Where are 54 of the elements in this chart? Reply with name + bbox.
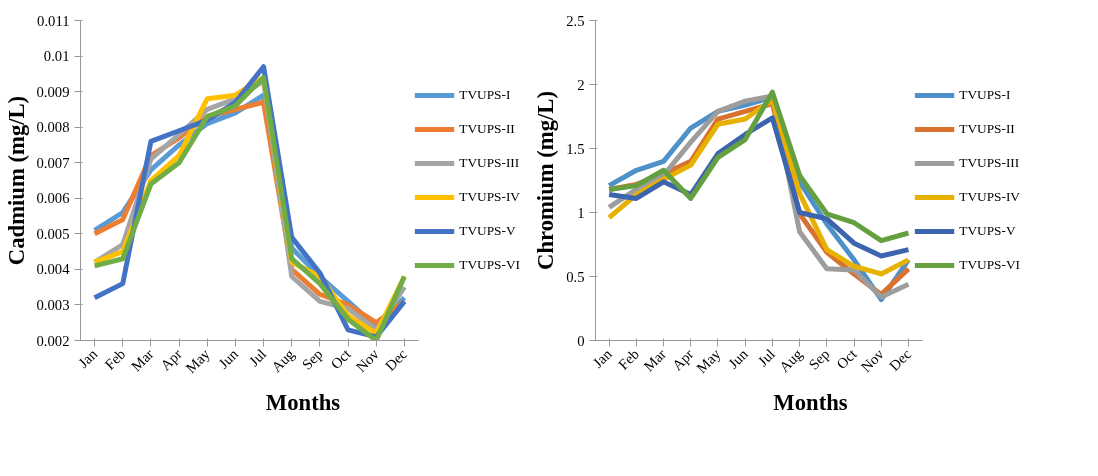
x-tick-label: Jun	[725, 345, 752, 372]
x-tick-label: Jan	[589, 345, 616, 371]
y-tick-label: 2	[577, 76, 585, 93]
x-tick-label: Oct	[833, 345, 860, 373]
x-tick-label: Feb	[101, 345, 129, 373]
legend-label: TVUPS-IV	[459, 189, 520, 205]
legend-label: TVUPS-I	[959, 87, 1011, 103]
x-tick-label: Nov	[857, 345, 888, 375]
x-tick-label: Mar	[640, 345, 670, 375]
y-axis-title: Cadmium (mg/L)	[3, 95, 29, 266]
x-tick-label: Nov	[352, 345, 383, 375]
x-tick-label: Dec	[382, 345, 411, 374]
y-tick-label: 0.002	[36, 332, 70, 349]
x-tick-label: May	[182, 345, 214, 377]
x-tick-label: Dec	[886, 345, 915, 374]
y-tick-label: 0.011	[37, 12, 70, 29]
legend-label: TVUPS-III	[959, 155, 1020, 171]
x-tick-label: Aug	[776, 345, 806, 375]
x-tick-label: Sep	[805, 345, 833, 373]
x-tick-label: Apr	[157, 345, 185, 374]
x-axis-title: Months	[773, 389, 848, 415]
x-tick-label: Jul	[245, 345, 270, 370]
y-tick-label: 0.009	[36, 83, 70, 100]
legend-label: TVUPS-IV	[959, 189, 1020, 205]
legend-label: TVUPS-VI	[959, 257, 1020, 273]
y-axis-title: Chromium (mg/L)	[533, 91, 559, 270]
legend-label: TVUPS-III	[459, 155, 520, 171]
y-tick-label: 0.003	[36, 296, 70, 313]
x-tick-label: Jun	[215, 345, 242, 372]
y-tick-label: 0.004	[36, 261, 71, 278]
y-tick-label: 2.5	[566, 12, 585, 29]
x-tick-label: Feb	[615, 345, 642, 373]
y-tick-label: 0.005	[36, 225, 70, 242]
y-tick-label: 1	[577, 204, 585, 221]
legend-label: TVUPS-VI	[459, 257, 520, 273]
legend-label: TVUPS-I	[459, 87, 511, 103]
x-tick-label: Mar	[127, 345, 157, 375]
x-tick-label: Aug	[268, 345, 298, 375]
y-tick-label: 0.01	[43, 48, 70, 65]
legend-label: TVUPS-V	[459, 223, 516, 239]
legend-label: TVUPS-V	[959, 223, 1016, 239]
y-tick-label: 0.008	[36, 119, 70, 136]
x-tick-label: Jul	[754, 345, 779, 370]
legend-label: TVUPS-II	[959, 121, 1015, 137]
y-tick-label: 0	[577, 332, 585, 349]
x-tick-label: Oct	[327, 345, 354, 373]
y-tick-label: 0.5	[566, 268, 585, 285]
x-tick-label: Jan	[75, 345, 101, 371]
y-tick-label: 0.007	[36, 154, 70, 171]
y-tick-label: 1.5	[566, 140, 585, 157]
legend-label: TVUPS-II	[459, 121, 515, 137]
y-tick-label: 0.006	[36, 190, 70, 207]
x-tick-label: Sep	[298, 345, 326, 373]
x-axis-title: Months	[265, 389, 341, 415]
